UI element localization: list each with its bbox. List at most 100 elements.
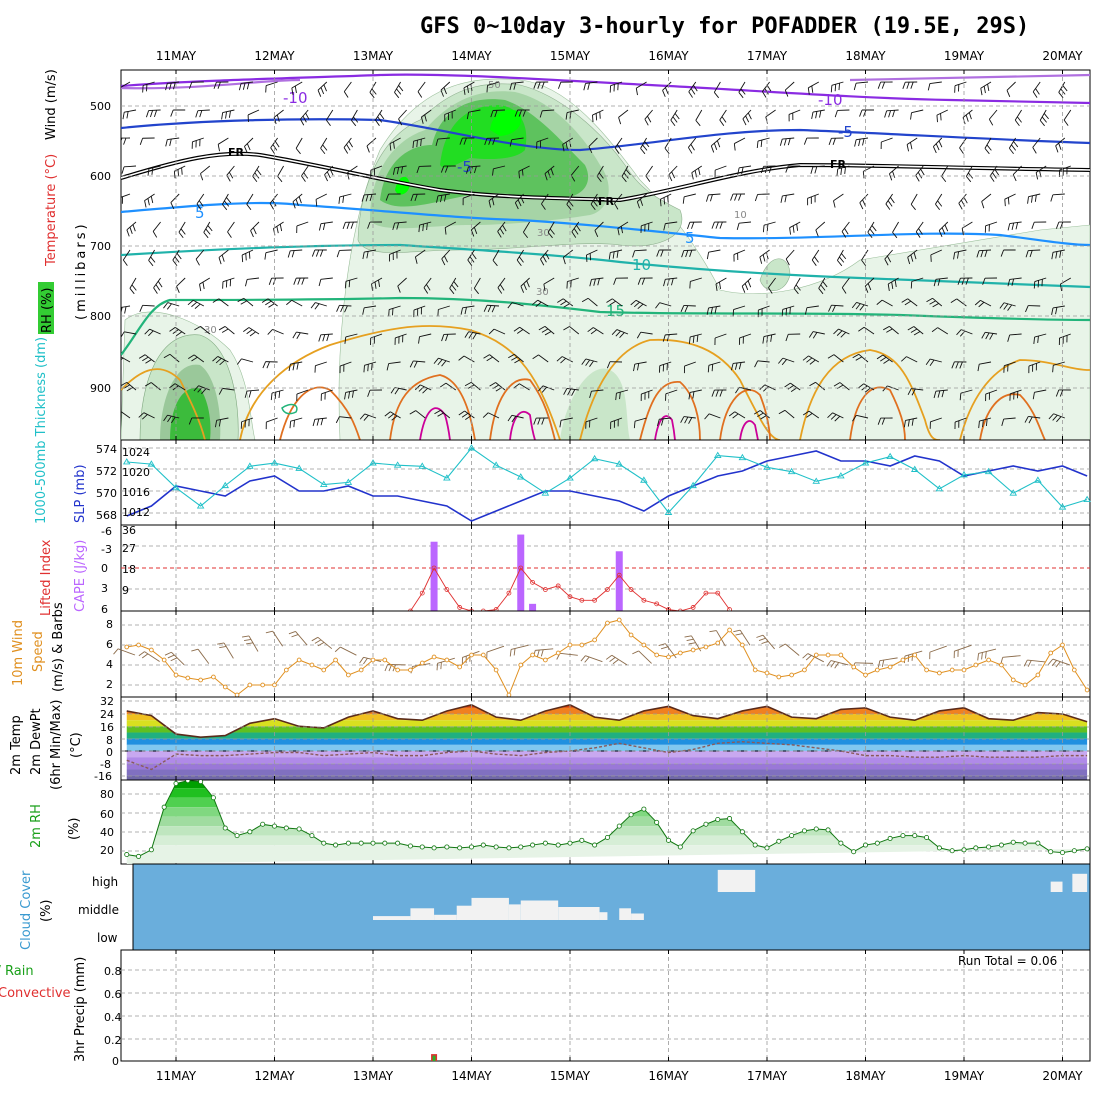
barb-flag [288, 363, 291, 372]
barb-flag [887, 200, 893, 207]
barb-flag [871, 225, 877, 232]
barb-shaft [765, 109, 776, 118]
barb-shaft [493, 328, 506, 335]
barb-shaft [511, 137, 524, 141]
wind-speed-point [666, 654, 671, 660]
barb-shaft [126, 381, 137, 391]
rh2m-point [518, 844, 524, 850]
barb-flag [763, 386, 769, 392]
barb-flag [471, 253, 477, 260]
barb-flag [254, 172, 260, 179]
barb-shaft [497, 277, 506, 288]
barb-shaft [1012, 165, 1022, 175]
barb-shaft [247, 277, 260, 280]
barb-flag [1014, 119, 1020, 127]
wind-speed-point [715, 640, 721, 646]
barb-flag [439, 382, 447, 388]
barb-flag [588, 146, 593, 154]
barb-flag [759, 384, 766, 390]
barb-flag [787, 385, 794, 390]
barb-flag [121, 357, 124, 361]
barb-flag [518, 256, 524, 263]
barb-flag [150, 196, 154, 204]
barb-flag [734, 362, 738, 370]
barb-flag [461, 412, 469, 418]
barb-flag [486, 356, 493, 362]
barb-flag [828, 138, 832, 146]
barb-flag [589, 279, 592, 287]
barb-flag [170, 657, 178, 662]
barb-shaft [715, 277, 727, 285]
wind10m-panel: 8 6 4 2 10m Wind Speed (m/s) & Barbs [11, 602, 1091, 698]
wind-speed-point [358, 667, 364, 673]
barb-shaft [200, 165, 211, 174]
barb-flag [392, 222, 396, 230]
barb-flag [410, 194, 414, 202]
barb-flag [733, 143, 736, 151]
barb-flag [892, 110, 896, 118]
barb-flag [907, 388, 912, 396]
barb-shaft [884, 249, 893, 260]
barb-flag [138, 354, 146, 359]
barb-shaft [831, 81, 844, 86]
barb-flag [344, 392, 347, 400]
barb-flag [244, 390, 248, 398]
barb-flag [371, 363, 373, 371]
barb-shaft [567, 277, 579, 283]
barb-flag [656, 249, 660, 257]
cloud-block-middle [373, 916, 411, 920]
label-fr-b: FR [598, 195, 615, 208]
barb-shaft [611, 654, 628, 666]
barb-flag [692, 335, 695, 343]
barb-shaft [364, 193, 377, 196]
barb-flag [880, 356, 887, 362]
barb-shaft [739, 333, 752, 339]
barb-flag [938, 230, 943, 237]
barb-flag [681, 250, 685, 258]
rh-tick-40: 40 [100, 826, 114, 839]
barb-shaft [757, 137, 770, 142]
barb-flag [513, 383, 520, 389]
barb-shaft [537, 299, 549, 307]
barb-shaft [241, 249, 254, 256]
upper-y-axis: 500 600 700 800 900 [90, 100, 111, 395]
barb-shaft [881, 299, 893, 307]
barb-flag [838, 83, 841, 91]
barb-flag [747, 280, 752, 288]
label-fr-a: FR [228, 146, 245, 159]
thickness-grid [121, 440, 1090, 525]
rh2m-point [887, 835, 893, 841]
rh2m-point [530, 842, 536, 848]
barb-flag [138, 412, 145, 418]
wind-speed-point [764, 670, 770, 676]
barb-shaft [691, 165, 703, 173]
barb-flag [311, 249, 316, 257]
barb-shaft [636, 81, 647, 89]
cloud-level-middle: middle [78, 903, 119, 917]
barb-flag [441, 360, 447, 367]
barb-flag [1037, 335, 1039, 344]
wind-speed-point [961, 667, 967, 673]
barb-flag [926, 297, 933, 303]
rh2m-point [863, 842, 869, 848]
wind-speed-point [1022, 682, 1028, 688]
rh2m-point [234, 833, 240, 839]
barb-flag [514, 202, 519, 210]
thickness-line [126, 447, 1088, 514]
top-date-15MAY: 15MAY [550, 49, 591, 63]
barb-shaft [708, 305, 721, 309]
p-tick-600: 600 [90, 170, 111, 183]
barb-shaft [793, 277, 801, 289]
bottom-date-11MAY: 11MAY [156, 1069, 197, 1083]
barb-flag [449, 288, 455, 295]
barb-flag [715, 283, 718, 291]
rh2m-point [1048, 849, 1054, 855]
barb-shaft [538, 354, 549, 363]
barb-flag [709, 194, 713, 202]
barb-shaft [978, 648, 997, 654]
wind-speed-point [838, 652, 844, 658]
cloud-block-middle [434, 914, 457, 920]
rh-tick-80: 80 [100, 788, 114, 801]
barb-flag [167, 415, 172, 423]
barb-flag [305, 112, 310, 120]
